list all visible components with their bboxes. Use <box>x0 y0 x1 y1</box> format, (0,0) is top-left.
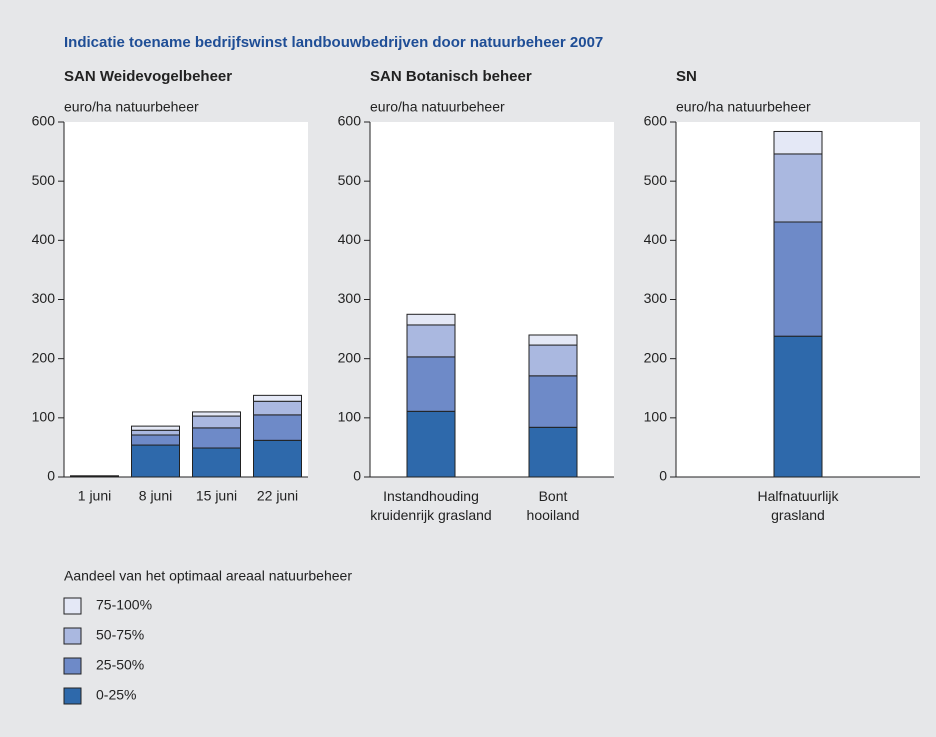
bar-segment <box>773 335 823 478</box>
bar-segment <box>406 313 456 326</box>
bar-segment <box>192 415 241 429</box>
y-tick-label: 300 <box>644 290 668 306</box>
bar-segment <box>528 426 578 478</box>
x-tick-label: 1 juni <box>78 488 111 504</box>
x-tick-label: Halfnatuurlijk grasland <box>758 488 840 523</box>
panel-title: SAN Botanisch beheer <box>370 68 532 85</box>
y-tick-label: 0 <box>47 468 55 484</box>
legend-label: 0-25% <box>96 687 136 703</box>
bar-segment <box>253 414 302 441</box>
panel-title: SN <box>676 68 697 85</box>
y-axis-label: euro/ha natuurbeheer <box>370 99 505 115</box>
y-tick-label: 600 <box>644 113 668 129</box>
y-tick-label: 0 <box>659 468 667 484</box>
y-tick-label: 100 <box>32 409 56 425</box>
bar-segment <box>192 427 241 449</box>
x-tick-label: Instandhouding kruidenrijk grasland <box>370 488 491 523</box>
bar-segment <box>773 153 823 223</box>
legend-swatch <box>63 597 82 615</box>
y-tick-label: 500 <box>338 172 362 188</box>
y-tick-label: 100 <box>644 409 668 425</box>
y-tick-label: 200 <box>644 349 668 365</box>
bar-segment <box>131 434 180 446</box>
bar-segment <box>528 334 578 346</box>
bar-segment <box>192 447 241 478</box>
y-tick-label: 500 <box>644 172 668 188</box>
bar-segment <box>406 356 456 412</box>
bar-segment <box>131 444 180 478</box>
bar-segment <box>253 439 302 478</box>
y-tick-label: 300 <box>32 290 56 306</box>
bar-segment <box>253 400 302 416</box>
y-tick-label: 200 <box>338 349 362 365</box>
bar-segment <box>253 394 302 402</box>
legend-label: 25-50% <box>96 657 144 673</box>
y-tick-label: 300 <box>338 290 362 306</box>
bar-segment <box>528 375 578 428</box>
legend-swatch <box>63 687 82 705</box>
x-tick-label: 8 juni <box>139 488 172 504</box>
y-tick-label: 600 <box>338 113 362 129</box>
x-tick-label: Bont hooiland <box>527 488 580 523</box>
bar-segment <box>406 324 456 358</box>
bar-segment <box>406 410 456 478</box>
y-tick-label: 500 <box>32 172 56 188</box>
y-axis-label: euro/ha natuurbeheer <box>64 99 199 115</box>
bar-segment <box>131 429 180 436</box>
bar-segment <box>131 425 180 431</box>
bar-segment <box>528 344 578 377</box>
x-tick-label: 22 juni <box>257 488 298 504</box>
y-tick-label: 0 <box>353 468 361 484</box>
y-axis-label: euro/ha natuurbeheer <box>676 99 811 115</box>
legend-swatch <box>63 627 82 645</box>
legend-label: 50-75% <box>96 627 144 643</box>
bar-segment <box>773 221 823 337</box>
chart-title: Indicatie toename bedrijfswinst landbouw… <box>64 34 603 51</box>
y-tick-label: 100 <box>338 409 362 425</box>
legend-swatch <box>63 657 82 675</box>
y-tick-label: 400 <box>338 231 362 247</box>
y-tick-label: 400 <box>644 231 668 247</box>
bar-segment <box>192 411 241 417</box>
legend-title: Aandeel van het optimaal areaal natuurbe… <box>64 568 352 584</box>
bar-segment <box>773 130 823 155</box>
y-tick-label: 600 <box>32 113 56 129</box>
y-tick-label: 400 <box>32 231 56 247</box>
legend-label: 75-100% <box>96 597 152 613</box>
y-tick-label: 200 <box>32 349 56 365</box>
panel-title: SAN Weidevogelbeheer <box>64 68 232 85</box>
x-tick-label: 15 juni <box>196 488 237 504</box>
